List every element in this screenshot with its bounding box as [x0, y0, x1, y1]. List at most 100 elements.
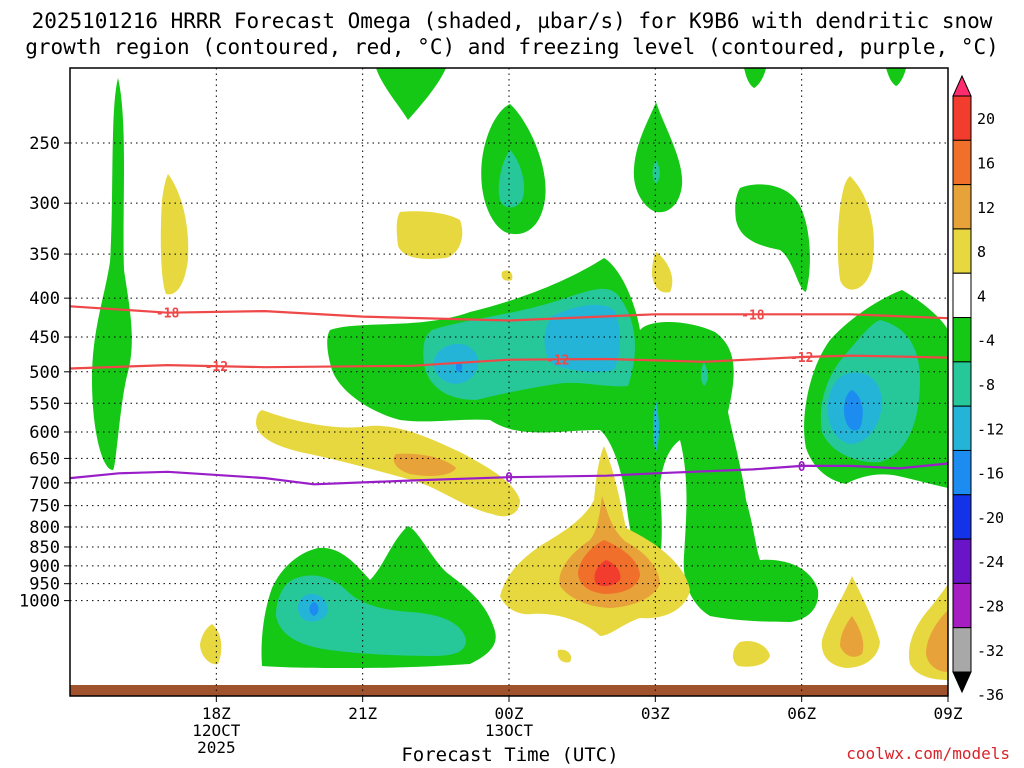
omega-region-green-upper-left	[92, 78, 132, 470]
contour-line-0	[70, 462, 948, 486]
omega-region-red-03z-core	[594, 560, 621, 587]
y-tick-label: 850	[29, 538, 60, 558]
colorbar-swatch	[952, 449, 972, 496]
y-axis: 2503003504004505005506006507007508008509…	[19, 134, 70, 612]
contour-line--12	[70, 354, 948, 370]
colorbar-swatch	[952, 361, 972, 407]
y-tick-label: 550	[29, 394, 60, 414]
contour-label--18: -18	[156, 307, 180, 322]
omega-region-green-top-06z	[744, 68, 766, 88]
y-tick-label: 700	[29, 474, 60, 494]
omega-region-yellow-08z-upper	[837, 176, 874, 290]
x-tick-label: 09Z	[934, 704, 963, 723]
x-tick-label: 00Z	[495, 704, 524, 723]
colorbar-swatch	[952, 95, 972, 141]
omega-region-cyan-0430z-mid	[653, 400, 659, 452]
y-tick-label: 250	[29, 134, 60, 154]
omega-region-blue-right	[844, 390, 863, 431]
x-tick-label: 21Z	[348, 704, 377, 723]
colorbar-label: -16	[977, 465, 1004, 483]
omega-region-yellow-0430z	[652, 252, 673, 293]
omega-region-blue-21z	[309, 602, 319, 616]
colorbar-swatch	[952, 317, 972, 363]
y-tick-label: 750	[29, 497, 60, 517]
omega-region-yellow-18z-low	[200, 624, 222, 665]
colorbar-label: -20	[977, 509, 1004, 527]
omega-region-green-04z-upper	[633, 102, 683, 213]
omega-region-blue-0000z	[455, 362, 463, 372]
colorbar-label: 12	[977, 199, 995, 217]
y-tick-label: 450	[29, 328, 60, 348]
colorbar-label: -36	[977, 686, 1004, 704]
contour-label--12: -12	[790, 351, 813, 366]
y-tick-label: 800	[29, 518, 60, 538]
colorbar-swatch	[952, 184, 972, 230]
contour-label--12: -12	[205, 360, 228, 375]
contour-label--12: -12	[546, 353, 569, 368]
title-line-1: 2025101216 HRRR Forecast Omega (shaded, …	[31, 9, 993, 33]
colorbar-label: -32	[977, 642, 1004, 660]
y-tick-label: 600	[29, 423, 60, 443]
colorbar-label: 8	[977, 243, 986, 261]
y-tick-label: 400	[29, 289, 60, 309]
contour-label-0: 0	[505, 471, 513, 486]
colorbar-swatch	[952, 627, 972, 673]
x-axis-label: Forecast Time (UTC)	[401, 744, 619, 766]
colorbar-label: -28	[977, 598, 1004, 616]
colorbar-label: 20	[977, 110, 995, 128]
omega-region-green-top-center	[376, 68, 446, 120]
omega-region-orange-mid-band	[393, 453, 456, 476]
y-tick-label: 500	[29, 363, 60, 383]
chart-title: 2025101216 HRRR Forecast Omega (shaded, …	[0, 8, 1024, 60]
omega-region-yellow-06z-low	[732, 640, 770, 667]
y-tick-label: 950	[29, 575, 60, 595]
omega-region-teal-0430z	[701, 362, 708, 386]
colorbar-bottom-arrow	[952, 671, 972, 694]
x-tick-label: 18Z	[202, 704, 231, 723]
colorbar-swatch	[952, 405, 972, 451]
colorbar-label: -4	[977, 332, 995, 350]
omega-region-yellow-01z-dot	[501, 270, 513, 281]
colorbar-label: -24	[977, 553, 1004, 571]
omega-region-green-07z-upper	[735, 184, 810, 292]
x-tick-label: 13OCT	[485, 721, 534, 740]
x-tick-label: 12OCT	[192, 721, 241, 740]
omega-region-teal-04z-upper	[652, 160, 660, 184]
colorbar-label: 16	[977, 154, 995, 172]
omega-region-yellow-2330z	[396, 211, 463, 259]
colorbar-label: -8	[977, 376, 995, 394]
contour-line--18	[70, 305, 948, 322]
colorbar-swatch	[952, 538, 972, 584]
y-tick-label: 1000	[19, 592, 60, 612]
omega-region-yellow-0230z-dot	[557, 649, 572, 663]
colorbar-top-arrow	[952, 74, 972, 97]
colorbar-swatch	[952, 494, 972, 540]
omega-region-teal-lower-left	[276, 575, 466, 656]
omega-region-orange-09z-low	[926, 610, 948, 672]
colorbar-swatch	[952, 272, 972, 319]
y-tick-label: 650	[29, 449, 60, 469]
x-tick-label: 06Z	[787, 704, 816, 723]
omega-region-cyan-central	[544, 304, 620, 372]
x-tick-label: 2025	[197, 738, 236, 757]
colorbar: 20 16 12 8 4 -4 -8 -12 -16 -20 -24 -28 -32 -36	[952, 74, 1004, 704]
colorbar-label: 4	[977, 287, 986, 305]
omega-region-green-top-09z	[886, 68, 906, 86]
y-tick-label: 350	[29, 245, 60, 265]
credit-link[interactable]: coolwx.com/models	[846, 744, 1010, 763]
omega-region-yellow-18z-upper	[160, 174, 189, 295]
omega-region-orange-08z-low	[840, 616, 864, 657]
x-tick-label: 03Z	[641, 704, 670, 723]
omega-region-yellow-mid-band	[256, 410, 520, 517]
y-tick-label: 900	[29, 557, 60, 577]
contour-label-0: 0	[798, 460, 806, 475]
colorbar-swatch	[952, 582, 972, 629]
shaded-omega-field	[70, 68, 948, 696]
temperature-contours: -18 -18 -12 -12 -12 0 0	[70, 305, 948, 486]
colorbar-label: -12	[977, 420, 1004, 438]
title-line-2: growth region (contoured, red, °C) and f…	[25, 35, 999, 59]
omega-region-yellow-01z-low	[508, 588, 519, 609]
contour-label--18: -18	[741, 308, 765, 323]
